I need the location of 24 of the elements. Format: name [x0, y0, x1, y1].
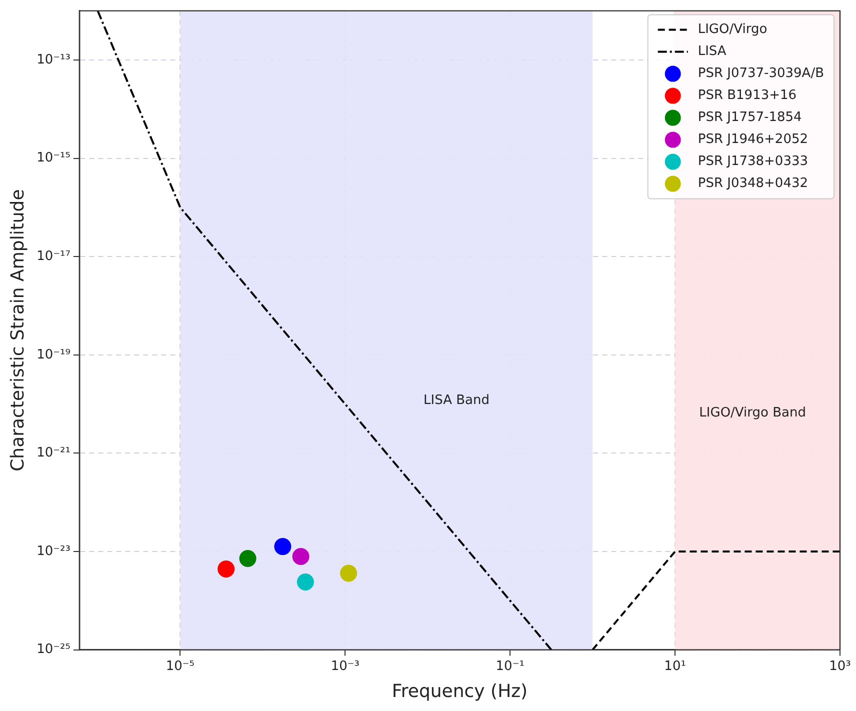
band-label: LISA Band	[424, 392, 490, 408]
y-tick-label: 10⁻¹³	[36, 52, 70, 68]
x-tick-label: 10⁻¹	[496, 658, 524, 674]
legend-label: PSR J1757-1854	[698, 110, 802, 126]
y-tick-label: 10⁻¹⁷	[36, 248, 70, 264]
legend-label: PSR J0348+0432	[698, 176, 808, 192]
x-tick-label: 10³	[829, 658, 851, 674]
x-tick-label: 10¹	[664, 658, 686, 674]
y-tick-label: 10⁻²³	[36, 544, 70, 559]
x-tick-label: 10⁻⁵	[166, 658, 195, 674]
band-label: LIGO/Virgo Band	[699, 406, 806, 421]
y-tick-label: 10⁻²¹	[36, 446, 70, 461]
legend-label: LIGO/Virgo	[698, 22, 768, 38]
y-tick-label: 10⁻²⁵	[36, 642, 70, 658]
legend-label: LISA	[698, 44, 726, 60]
y-tick-label: 10⁻¹⁵	[36, 150, 70, 166]
y-axis-title: Characteristic Strain Amplitude	[7, 189, 28, 472]
legend-label: PSR B1913+16	[698, 88, 797, 104]
x-axis-title: Frequency (Hz)	[392, 680, 528, 702]
x-tick-label: 10⁻³	[330, 658, 360, 674]
y-tick-label: 10⁻¹⁹	[36, 347, 70, 362]
legend-label: PSR J1738+0333	[698, 154, 808, 170]
legend-label: PSR J1946+2052	[698, 132, 808, 148]
legend-label: PSR J0737-3039A/B	[698, 66, 824, 82]
